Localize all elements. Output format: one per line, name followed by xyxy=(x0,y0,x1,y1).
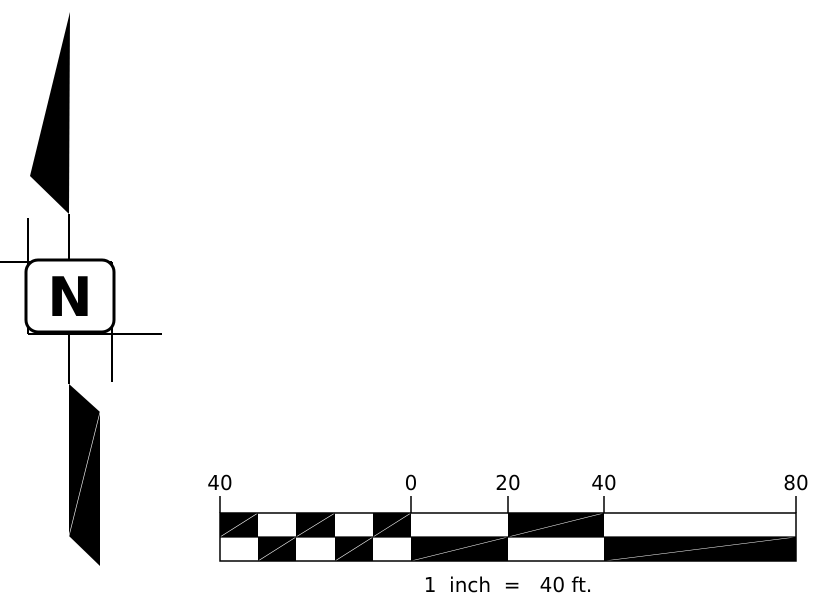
scale-segment-white xyxy=(258,513,296,537)
scale-segment-white xyxy=(220,537,258,561)
north-arrow-upper-blade xyxy=(30,12,70,214)
scale-bar: 40 0 20 40 80 xyxy=(207,471,808,597)
scale-left-bottom-row xyxy=(220,537,411,561)
scale-main-top-row xyxy=(411,513,796,537)
scale-tick-label-20: 20 xyxy=(495,471,520,495)
scale-segment-white xyxy=(373,537,411,561)
north-arrow-letter: N xyxy=(47,266,92,329)
scale-fill-diagonals xyxy=(219,512,797,562)
scale-tick-label-left-40: 40 xyxy=(207,471,232,495)
scale-tick-label-0: 0 xyxy=(405,471,418,495)
scale-main-bottom-row xyxy=(411,537,796,561)
scale-tick-label-80: 80 xyxy=(783,471,808,495)
north-arrow-lower-blade-edge xyxy=(68,411,101,537)
scale-segment-white xyxy=(508,537,604,561)
north-arrow-letter-box xyxy=(24,258,116,334)
scale-segment-white xyxy=(296,537,335,561)
scale-caption: 1 inch = 40 ft. xyxy=(424,573,593,597)
scale-segment-white xyxy=(411,513,508,537)
north-arrow-icon: N xyxy=(0,12,162,566)
scale-segment-white xyxy=(604,513,796,537)
scale-segment-white xyxy=(335,513,373,537)
scale-tick-label-40: 40 xyxy=(591,471,616,495)
